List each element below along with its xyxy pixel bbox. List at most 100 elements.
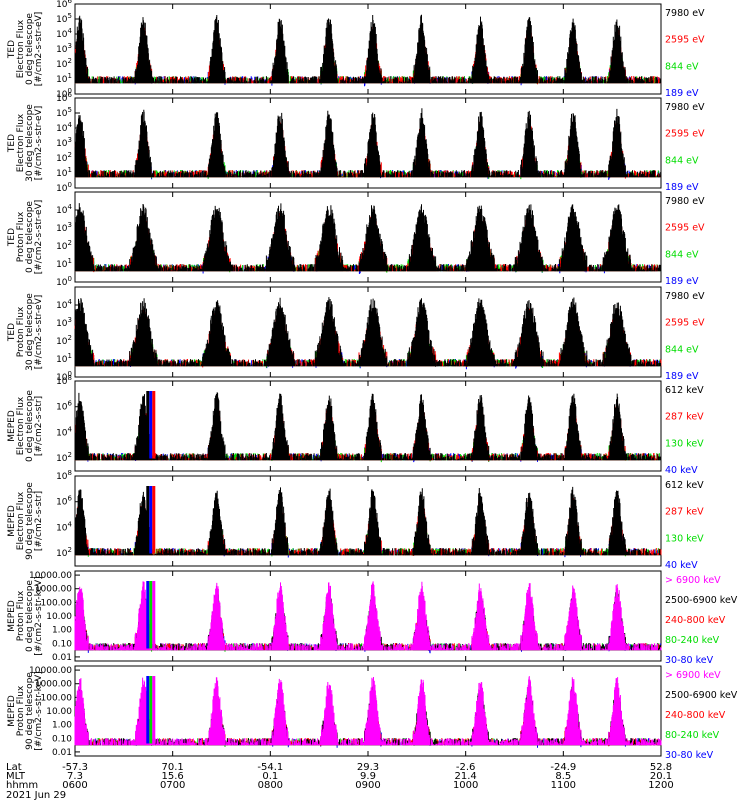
y-axis-label-line: TED <box>7 40 17 59</box>
y-tick-exponent: 2 <box>68 546 72 554</box>
legend-entry: 844 eV <box>665 249 699 260</box>
y-axis-label-line: Proton Flux <box>16 685 26 736</box>
y-tick-label: 103 <box>56 136 72 149</box>
y-tick-label: 100 <box>56 181 72 194</box>
x-tick-lat: 29.3 <box>357 762 379 773</box>
y-tick-label: 106 <box>56 400 72 413</box>
legend-entry: 2595 eV <box>665 223 705 234</box>
legend-entry: 2595 eV <box>665 35 705 46</box>
y-tick-exponent: 2 <box>68 151 72 159</box>
flux-spike <box>152 486 156 554</box>
y-axis-label-line: [#/cm2-s-str-eV] <box>34 200 44 275</box>
y-tick-label: 1000.00 <box>35 680 72 690</box>
y-tick-exponent: 0 <box>68 181 72 189</box>
legend-entry: 189 eV <box>665 88 699 99</box>
y-axis-label-line: 30 deg telescope <box>25 293 35 371</box>
panel-2: 100 101 102 103 104 105 1 0 6 TED Electron Flux 30 … <box>7 91 705 194</box>
y-tick-exponent: 2 <box>68 57 72 65</box>
y-tick-label: 1.00 <box>52 626 72 636</box>
y-tick-label: 108 <box>56 469 72 482</box>
y-tick-label: 0.10 <box>52 639 72 649</box>
panel-7: 10000.00 1000.00 100.00 10.00 1.00 0.10 0.01 ME… <box>7 570 738 666</box>
x-tick-mlt: 7.3 <box>67 771 83 782</box>
y-axis-label-line: Proton Flux <box>16 306 26 357</box>
y-axis-label-line: [#/cm2-s-str-eV] <box>34 12 44 87</box>
y-tick-label: 101 <box>56 166 72 179</box>
x-tick-mlt: 20.1 <box>650 771 672 782</box>
legend-entry: 287 keV <box>665 412 704 423</box>
y-tick-label: 104 <box>56 27 72 40</box>
flux-spike <box>146 391 150 459</box>
panel-8: 10000.00 1000.00 100.00 10.00 1.00 0.10 0.01 ME… <box>7 665 738 761</box>
x-tick-lat: 52.8 <box>650 762 672 773</box>
y-tick-exponent: 1 <box>68 257 72 265</box>
x-tick-hhmm: 0800 <box>258 780 283 791</box>
y-tick-label: 102 <box>56 546 72 559</box>
y-tick-label: 102 <box>56 151 72 164</box>
series-trace <box>74 297 662 367</box>
y-tick-label: 102 <box>56 57 72 70</box>
y-tick-exponent: 4 <box>68 121 73 129</box>
y-axis-label-line: Electron Flux <box>16 396 26 455</box>
y-axis-label-line: 0 deg telescope <box>25 13 35 85</box>
y-tick-exponent: 3 <box>68 316 72 324</box>
y-tick-label: 104 <box>56 298 72 311</box>
y-tick-label: 104 <box>56 520 72 533</box>
legend-entry: > 6900 keV <box>665 575 721 586</box>
y-axis-label-line: 0 deg telescope <box>25 580 35 652</box>
flux-spike <box>146 486 150 554</box>
x-tick-mlt: 8.5 <box>555 771 571 782</box>
flux-spike <box>146 581 150 649</box>
flux-spike <box>149 486 153 554</box>
y-tick-exponent: 8 <box>68 374 72 382</box>
series-trace <box>74 676 662 746</box>
y-axis-label-line: TED <box>7 134 17 153</box>
y-tick-exponent: 4 <box>68 27 73 35</box>
legend-entry: 2500-6900 keV <box>665 595 738 606</box>
y-tick-label: 101 <box>56 72 72 85</box>
y-axis-label-line: 90 deg telescope <box>25 482 35 560</box>
y-tick-label: 101 <box>56 352 72 365</box>
series-trace <box>74 486 662 556</box>
x-tick-hhmm: 0700 <box>160 780 185 791</box>
y-tick-label: 10000.00 <box>29 571 72 581</box>
y-tick-label: 103 <box>56 316 72 329</box>
legend-entry: 7980 eV <box>665 196 705 207</box>
legend-entry: 40 keV <box>665 560 698 571</box>
y-tick-exponent: 0 <box>68 275 72 283</box>
series-trace <box>74 581 662 651</box>
x-tick-lat: -54.1 <box>257 762 283 773</box>
y-tick-label: 104 <box>56 121 72 134</box>
y-tick-exponent: 6 <box>68 400 73 408</box>
date-label: 2021 Jun 29 <box>6 790 66 800</box>
y-tick-label: 103 <box>56 42 72 55</box>
y-tick-exponent: 0 <box>68 87 72 95</box>
legend-entry: 189 eV <box>665 182 699 193</box>
y-axis-label-line: 0 deg telescope <box>25 390 35 462</box>
y-axis-label-line: [#/cm2-s-str-keV] <box>34 576 44 655</box>
legend-entry: 80-240 keV <box>665 730 720 741</box>
x-tick-hhmm: 0900 <box>355 780 380 791</box>
y-tick-label: 102 <box>56 239 72 252</box>
legend-entry: 844 eV <box>665 61 699 72</box>
legend-entry: 30-80 keV <box>665 750 714 761</box>
legend-entry: 80-240 keV <box>665 635 720 646</box>
x-tick-mlt: 9.9 <box>360 771 376 782</box>
legend-entry: 30-80 keV <box>665 655 714 666</box>
y-tick-exponent: 6 <box>68 91 73 99</box>
flux-spike <box>152 676 156 744</box>
y-tick-label: 100.00 <box>41 598 73 608</box>
y-tick-label: 104 <box>56 425 72 438</box>
y-axis-label-line: [#/cm2-s-str-eV] <box>34 295 44 370</box>
legend-entry: 7980 eV <box>665 102 705 113</box>
legend-entry: > 6900 keV <box>665 670 721 681</box>
x-tick-lat: -24.9 <box>550 762 576 773</box>
flux-spike <box>149 581 153 649</box>
legend-entry: 612 keV <box>665 385 704 396</box>
y-tick-label: 10.00 <box>46 707 72 717</box>
x-tick-mlt: 21.4 <box>455 771 477 782</box>
x-tick-hhmm: 1000 <box>453 780 478 791</box>
y-axis-label-line: Electron Flux <box>16 491 26 550</box>
